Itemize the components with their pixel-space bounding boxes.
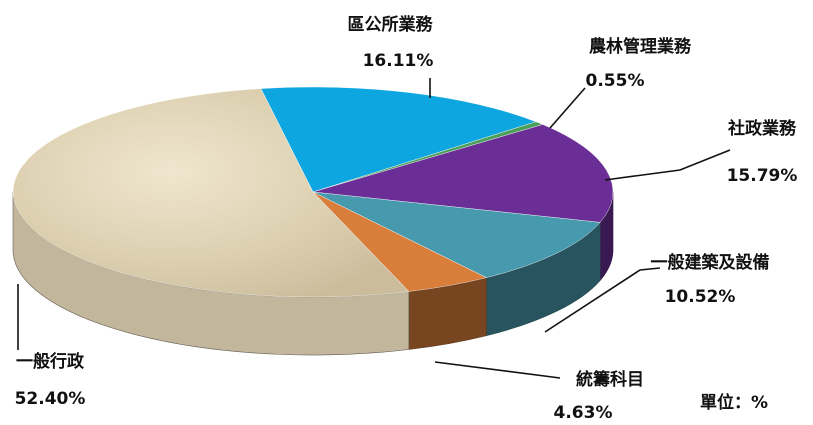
pie-slice-0 <box>260 86 537 193</box>
pie-leader-lines <box>17 78 731 379</box>
slice-label-0: 區公所業務 <box>348 14 434 35</box>
slice-label-5: 一般行政 <box>16 351 85 372</box>
slice-value-3: 10.52% <box>665 287 736 307</box>
leader-line-1 <box>549 87 586 129</box>
slice-label-4: 統籌科目 <box>576 369 644 390</box>
pie-slice-2 <box>312 124 614 223</box>
pie-tops <box>12 86 614 298</box>
pie-labels: 區公所業務 16.11% 農林管理業務 0.55% 社政業務 15.79% 一般建築及設備 1… <box>15 14 798 423</box>
slice-value-0: 16.11% <box>363 51 434 71</box>
leader-line-2 <box>604 149 731 181</box>
pie-sides <box>12 191 614 356</box>
slice-value-1: 0.55% <box>586 71 645 91</box>
slice-value-5: 52.40% <box>15 389 86 409</box>
slice-value-2: 15.79% <box>727 166 798 186</box>
slice-value-4: 4.63% <box>554 403 613 423</box>
slice-label-1: 農林管理業務 <box>589 36 692 57</box>
slice-label-3: 一般建築及設備 <box>651 252 770 273</box>
pie-slice-3 <box>312 191 601 278</box>
pie-slice-5 <box>12 88 410 298</box>
slice-label-2: 社政業務 <box>727 118 797 139</box>
leader-line-4 <box>434 361 561 379</box>
unit-label: 單位：% <box>700 393 769 413</box>
leader-line-3 <box>544 267 661 333</box>
